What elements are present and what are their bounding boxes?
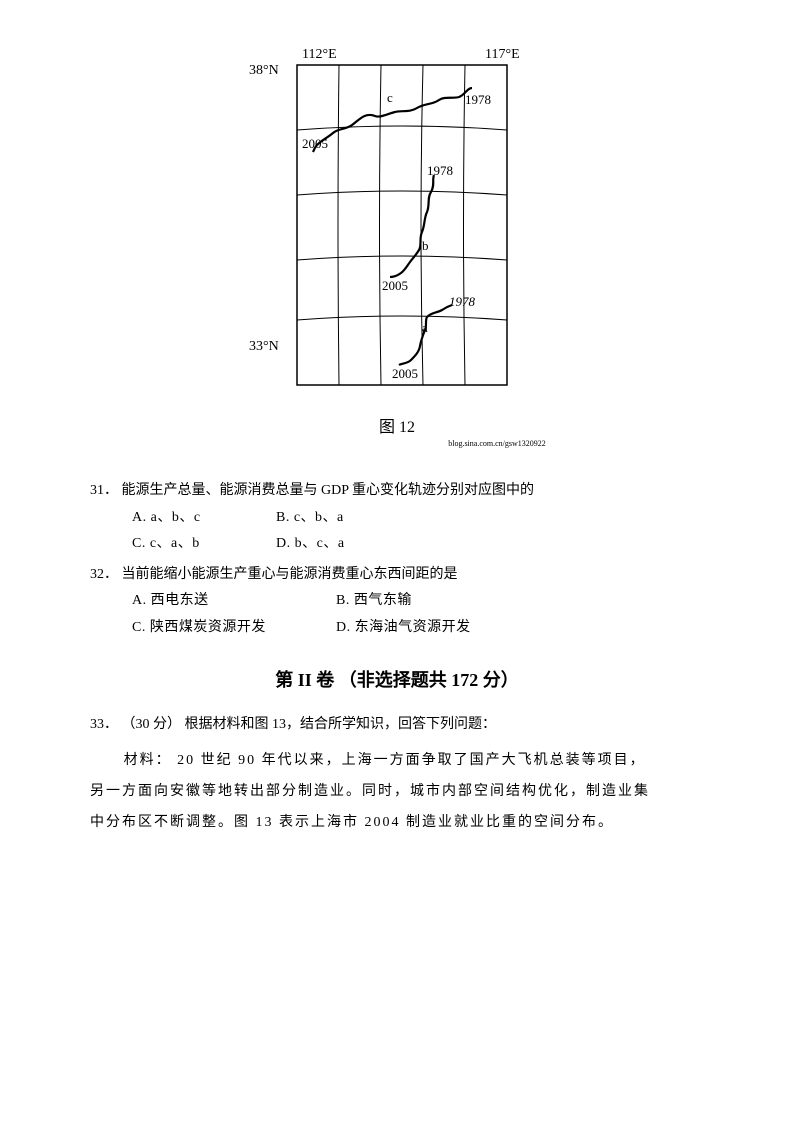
q32-option-d: D. 东海油气资源开发	[336, 615, 476, 642]
q32-options-row1: A. 西电东送 B. 西气东输	[90, 588, 704, 615]
q33-number: 33．	[90, 717, 118, 732]
q31-options-row2: C. c、a、b D. b、c、a	[90, 531, 704, 558]
curve-b-year-end: 2005	[382, 278, 408, 293]
section-ii-title: 第 II 卷 （非选择题共 172 分）	[90, 666, 704, 692]
q32-option-b: B. 西气东输	[336, 588, 476, 615]
q33-material-text1: 20 世纪 90 年代以来，上海一方面争取了国产大飞机总装等项目，	[177, 753, 646, 768]
curve-b-label: b	[422, 238, 429, 253]
lat-top-label: 38°N	[249, 63, 279, 78]
q33-intro: 根据材料和图 13，结合所学知识，回答下列问题：	[185, 717, 497, 732]
q32-number: 32．	[90, 567, 118, 582]
map-diagram: 112°E 117°E 38°N 33°N 1978 c 20	[227, 40, 567, 405]
q33-material-line3: 中分布区不断调整。图 13 表示上海市 2004 制造业就业比重的空间分布。	[90, 808, 704, 839]
curve-a-year-end: 2005	[392, 366, 418, 381]
q32-option-c: C. 陕西煤炭资源开发	[132, 615, 332, 642]
question-31: 31． 能源生产总量、能源消费总量与 GDP 重心变化轨迹分别对应图中的 A. …	[90, 478, 704, 558]
q32-text: 当前能缩小能源生产重心与能源消费重心东西间距的是	[122, 567, 458, 582]
curve-c-year-end: 2005	[302, 136, 328, 151]
curve-a-label: a	[422, 320, 428, 335]
q31-option-c: C. c、a、b	[132, 531, 272, 558]
q31-number: 31．	[90, 483, 118, 498]
q33-material-label: 材料：	[124, 753, 172, 768]
q33-material-line1: 材料： 20 世纪 90 年代以来，上海一方面争取了国产大飞机总装等项目，	[90, 746, 704, 777]
lon-right-label: 117°E	[485, 47, 520, 62]
q32-options-row2: C. 陕西煤炭资源开发 D. 东海油气资源开发	[90, 615, 704, 642]
q31-options-row1: A. a、b、c B. c、b、a	[90, 505, 704, 532]
q31-option-a: A. a、b、c	[132, 505, 272, 532]
question-32: 32． 当前能缩小能源生产重心与能源消费重心东西间距的是 A. 西电东送 B. …	[90, 562, 704, 642]
q33-intro-line: 33． （30 分） 根据材料和图 13，结合所学知识，回答下列问题：	[90, 710, 704, 741]
curve-b-year-start: 1978	[427, 163, 453, 178]
curve-a-year-start: 1978	[449, 294, 476, 309]
questions-block: 31． 能源生产总量、能源消费总量与 GDP 重心变化轨迹分别对应图中的 A. …	[90, 478, 704, 642]
figure-credit: blog.sina.com.cn/gsw1320922	[290, 439, 704, 448]
q33-material-line2: 另一方面向安徽等地转出部分制造业。同时，城市内部空间结构优化，制造业集	[90, 777, 704, 808]
curve-c-label: c	[387, 90, 393, 105]
q33-points: （30 分）	[122, 717, 182, 732]
map-frame	[297, 65, 507, 385]
figure-caption: 图 12	[90, 413, 704, 437]
figure-12-container: 112°E 117°E 38°N 33°N 1978 c 20	[90, 40, 704, 448]
lon-left-label: 112°E	[302, 47, 337, 62]
q31-text: 能源生产总量、能源消费总量与 GDP 重心变化轨迹分别对应图中的	[122, 483, 535, 498]
question-33: 33． （30 分） 根据材料和图 13，结合所学知识，回答下列问题： 材料： …	[90, 710, 704, 839]
q32-option-a: A. 西电东送	[132, 588, 332, 615]
lat-bottom-label: 33°N	[249, 339, 279, 354]
q31-option-b: B. c、b、a	[276, 505, 416, 532]
q31-option-d: D. b、c、a	[276, 531, 416, 558]
curve-c-year-start: 1978	[465, 92, 491, 107]
